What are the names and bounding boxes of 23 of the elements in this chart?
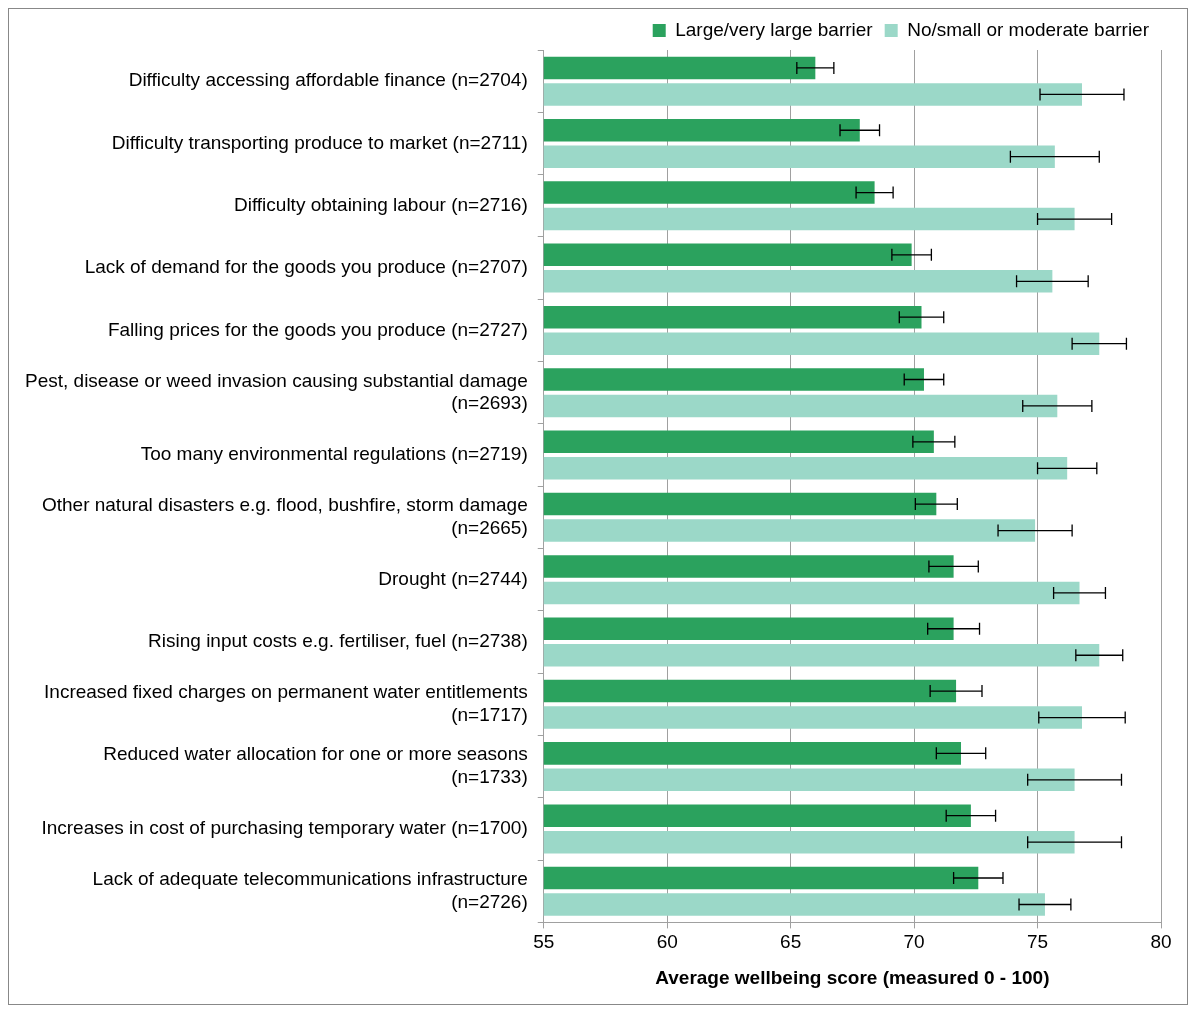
y-tick-label: Increased fixed charges on permanent water entitlements (n=1717): [44, 681, 528, 725]
x-tick-label: 75: [1026, 931, 1049, 953]
y-tick-label: Other natural disasters e.g. flood, bushfire, storm damage (n=2665): [41, 494, 528, 538]
y-tick-label: Falling prices for the goods you produce (n=2727): [107, 318, 528, 340]
y-tick-label: Too many environmental regulations (n=2719): [140, 443, 528, 465]
x-tick-label: 60: [656, 931, 678, 953]
y-tick-label: Drought (n=2744): [378, 567, 528, 589]
x-tick-label: 55: [533, 931, 555, 953]
x-tick-label: 80: [1150, 931, 1172, 953]
x-axis-title: Average wellbeing score (measured 0 - 100): [655, 966, 1050, 988]
x-tick-label: 65: [780, 931, 802, 953]
y-tick-label: Lack of adequate telecommunications infrastructure (n=2726): [92, 868, 528, 912]
y-tick-label: Difficulty accessing affordable finance (n=2704): [128, 69, 528, 91]
y-tick-label: Rising input costs e.g. fertiliser, fuel (n=2738): [148, 630, 528, 652]
x-tick-label: 70: [903, 931, 925, 953]
legend-label: Large/very large barrier: [675, 18, 874, 40]
y-tick-label: Reduced water allocation for one or more seasons (n=1733): [103, 743, 528, 788]
y-tick-label: Increases in cost of purchasing temporary water (n=1700): [41, 817, 528, 839]
y-tick-label: Difficulty obtaining labour (n=2716): [233, 194, 528, 216]
y-tick-label: Lack of demand for the goods you produce (n=2707): [84, 256, 528, 278]
y-tick-label: Pest, disease or weed invasion causing substantial damage (n=2693): [25, 369, 528, 414]
y-tick-label: Difficulty transporting produce to market (n=2711): [111, 131, 528, 153]
legend-label: No/small or moderate barrier: [907, 18, 1150, 40]
